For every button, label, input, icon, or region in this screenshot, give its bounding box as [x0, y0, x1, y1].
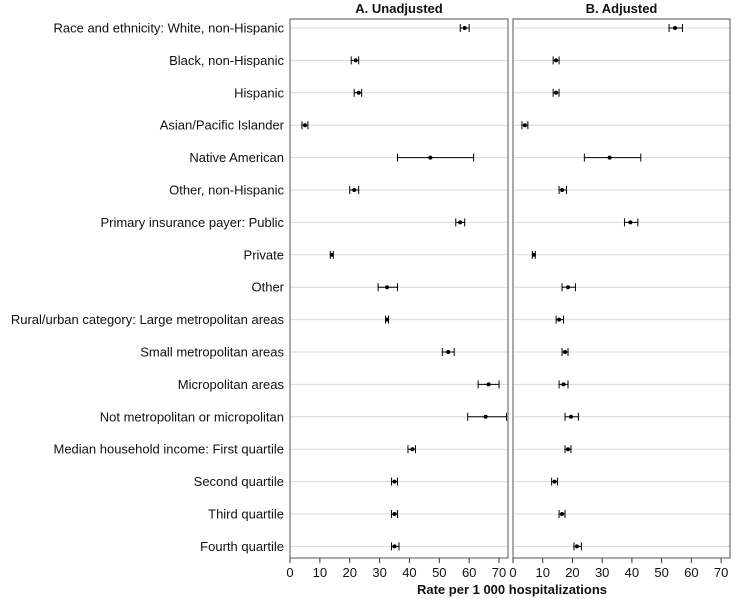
x-tick-label: 30 [372, 565, 386, 580]
estimate-point [554, 58, 559, 63]
panels: A. Unadjusted 0 10 20 30 40 50 60 70 B. Adjusted 0… [286, 1, 731, 580]
estimate-point [392, 512, 397, 516]
panel-frame [512, 18, 731, 559]
estimate-point [486, 382, 491, 387]
estimate-point [560, 188, 565, 192]
category-label: Race and ethnicity: White, non-Hispanic [53, 21, 284, 36]
estimate-point [353, 58, 358, 63]
estimate-point [483, 414, 488, 419]
estimate-point [557, 317, 562, 322]
gridlines [290, 27, 730, 547]
x-tick-label: 0 [286, 565, 293, 580]
x-tick-label: 10 [535, 565, 549, 580]
estimate-point [560, 512, 565, 516]
x-tick-label: 40 [625, 565, 639, 580]
estimate-point [568, 414, 573, 419]
estimate-point [522, 123, 527, 128]
estimate-point [385, 285, 390, 290]
category-label: Rural/urban category: Large metropolitan… [11, 312, 285, 327]
x-tick-label: 0 [509, 565, 516, 580]
category-label: Micropolitan areas [178, 377, 285, 392]
panel-title: B. Adjusted [586, 1, 658, 16]
estimate-point [531, 252, 536, 257]
category-label: Third quartile [208, 507, 284, 522]
estimate-point [561, 382, 566, 387]
estimate-point [302, 123, 307, 128]
estimate-point [428, 155, 433, 160]
estimate-point [352, 188, 357, 192]
panel-unadjusted: A. Unadjusted 0 10 20 30 40 50 60 70 [286, 1, 509, 580]
estimate-point [446, 350, 451, 354]
estimate-point [673, 26, 678, 30]
panel-frame [289, 18, 509, 559]
estimate-point [392, 544, 397, 549]
category-label: Other [251, 280, 284, 295]
estimate-point [356, 90, 361, 95]
category-label: Second quartile [194, 474, 284, 489]
category-label: Median household income: First quartile [53, 442, 284, 457]
x-tick-label: 40 [402, 565, 416, 580]
estimate-point [462, 26, 467, 30]
x-tick-label: 60 [684, 565, 698, 580]
x-tick-label: 70 [714, 565, 728, 580]
category-label: Small metropolitan areas [140, 345, 284, 360]
x-tick-label: 60 [462, 565, 476, 580]
category-label: Asian/Pacific Islander [160, 118, 285, 133]
panel-title: A. Unadjusted [355, 1, 442, 16]
estimate-point [392, 479, 397, 484]
category-labels: Race and ethnicity: White, non-Hispanic B… [11, 21, 285, 554]
category-label: Not metropolitan or micropolitan [100, 409, 284, 424]
estimate-point [410, 447, 415, 452]
category-label: Primary insurance payer: Public [100, 215, 284, 230]
category-label: Black, non-Hispanic [169, 53, 284, 68]
x-tick-label: 70 [492, 565, 506, 580]
x-tick-label: 50 [654, 565, 668, 580]
x-tick-label: 50 [432, 565, 446, 580]
x-tick-label: 20 [342, 565, 356, 580]
x-axis-title: Rate per 1 000 hospitalizations [417, 582, 607, 597]
estimate-point [565, 447, 570, 452]
category-label: Fourth quartile [200, 539, 284, 554]
x-tick-label: 20 [565, 565, 579, 580]
estimate-point [565, 285, 570, 290]
x-tick-label: 30 [595, 565, 609, 580]
estimate-point [458, 220, 463, 225]
category-label: Hispanic [234, 85, 284, 100]
estimate-point [385, 317, 390, 322]
category-label: Native American [189, 150, 284, 165]
category-label: Private [244, 247, 284, 262]
x-tick-label: 10 [313, 565, 327, 580]
estimate-point [552, 479, 557, 484]
estimate-point [554, 90, 559, 95]
panel-adjusted: B. Adjusted 0 10 20 30 40 50 60 70 [509, 1, 731, 580]
estimate-point [574, 544, 579, 549]
estimate-point [628, 220, 633, 225]
category-label: Other, non-Hispanic [169, 183, 284, 198]
estimate-point [329, 252, 334, 257]
estimate-point [563, 350, 568, 354]
estimate-point [607, 155, 612, 160]
